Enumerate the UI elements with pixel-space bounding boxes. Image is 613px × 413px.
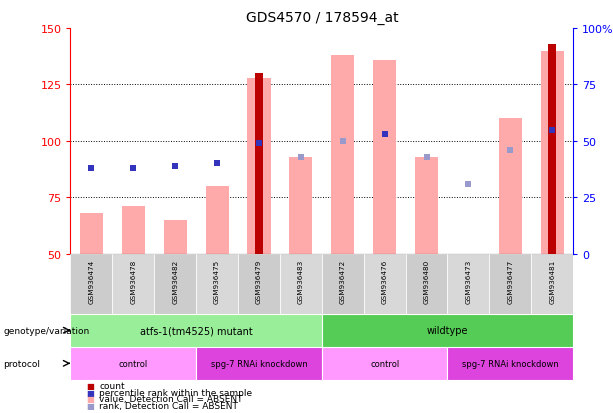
- Text: genotype/variation: genotype/variation: [3, 326, 89, 335]
- Text: count: count: [99, 381, 125, 390]
- Text: ■: ■: [86, 388, 94, 397]
- Text: value, Detection Call = ABSENT: value, Detection Call = ABSENT: [99, 394, 243, 404]
- Bar: [489, 254, 531, 314]
- Bar: [447, 347, 573, 380]
- Text: GSM936474: GSM936474: [88, 259, 94, 303]
- Text: rank, Detection Call = ABSENT: rank, Detection Call = ABSENT: [99, 401, 238, 410]
- Text: spg-7 RNAi knockdown: spg-7 RNAi knockdown: [462, 359, 558, 368]
- Text: protocol: protocol: [3, 359, 40, 368]
- Bar: [549, 45, 556, 254]
- Bar: [322, 347, 447, 380]
- Bar: [70, 314, 322, 347]
- Bar: [248, 78, 270, 254]
- Text: GSM936479: GSM936479: [256, 259, 262, 303]
- Text: control: control: [119, 359, 148, 368]
- Bar: [238, 254, 280, 314]
- Text: GSM936473: GSM936473: [465, 259, 471, 303]
- Bar: [80, 214, 103, 254]
- Text: ■: ■: [86, 394, 94, 404]
- Text: GSM936478: GSM936478: [131, 259, 136, 303]
- Text: GSM936477: GSM936477: [508, 259, 513, 303]
- Bar: [447, 254, 489, 314]
- Title: GDS4570 / 178594_at: GDS4570 / 178594_at: [246, 11, 398, 25]
- Bar: [196, 254, 238, 314]
- Text: GSM936480: GSM936480: [424, 259, 430, 303]
- Bar: [465, 254, 472, 360]
- Bar: [70, 347, 196, 380]
- Bar: [112, 254, 154, 314]
- Bar: [406, 254, 447, 314]
- Text: wildtype: wildtype: [427, 325, 468, 335]
- Bar: [373, 60, 396, 254]
- Text: GSM936472: GSM936472: [340, 259, 346, 303]
- Text: GSM936483: GSM936483: [298, 259, 304, 303]
- Bar: [205, 187, 229, 254]
- Bar: [331, 56, 354, 254]
- Bar: [322, 314, 573, 347]
- Bar: [255, 74, 263, 254]
- Bar: [164, 220, 187, 254]
- Text: GSM936481: GSM936481: [549, 259, 555, 303]
- Bar: [289, 157, 313, 254]
- Bar: [122, 207, 145, 254]
- Bar: [322, 254, 364, 314]
- Bar: [541, 51, 564, 254]
- Bar: [196, 347, 322, 380]
- Bar: [531, 254, 573, 314]
- Bar: [415, 157, 438, 254]
- Bar: [280, 254, 322, 314]
- Bar: [499, 119, 522, 254]
- Text: GSM936476: GSM936476: [382, 259, 387, 303]
- Text: atfs-1(tm4525) mutant: atfs-1(tm4525) mutant: [140, 325, 253, 335]
- Bar: [364, 254, 406, 314]
- Text: spg-7 RNAi knockdown: spg-7 RNAi knockdown: [211, 359, 307, 368]
- Text: control: control: [370, 359, 399, 368]
- Text: percentile rank within the sample: percentile rank within the sample: [99, 388, 253, 397]
- Text: ■: ■: [86, 401, 94, 410]
- Text: GSM936482: GSM936482: [172, 259, 178, 303]
- Text: ■: ■: [86, 381, 94, 390]
- Text: GSM936475: GSM936475: [214, 259, 220, 303]
- Bar: [70, 254, 112, 314]
- Bar: [154, 254, 196, 314]
